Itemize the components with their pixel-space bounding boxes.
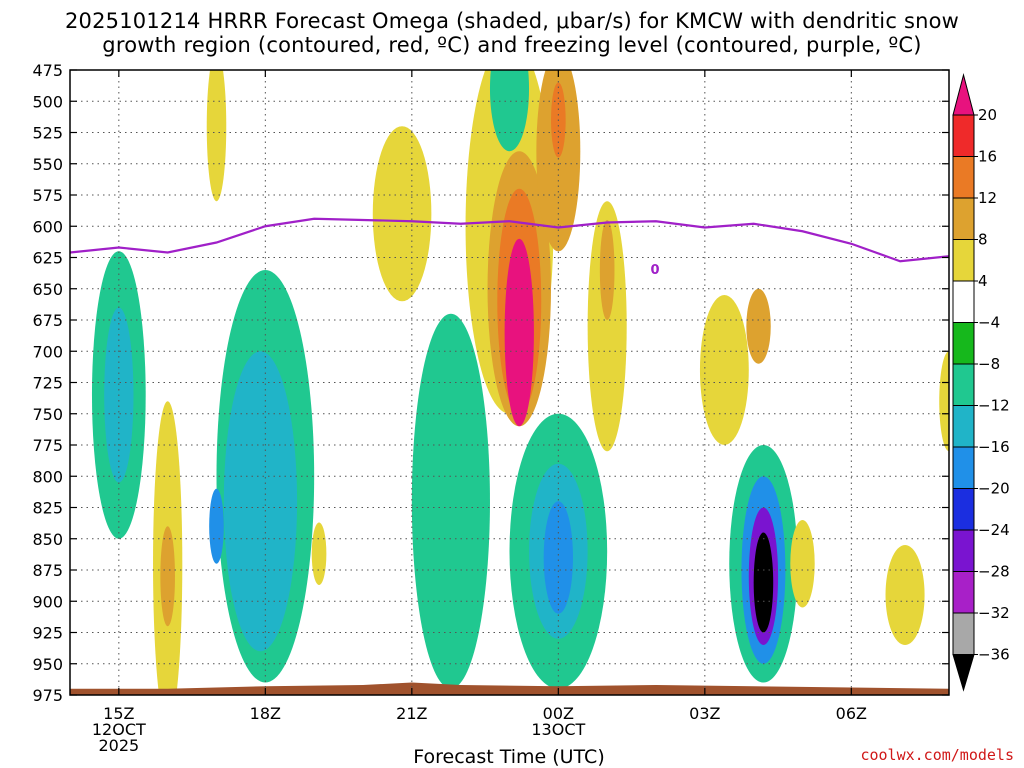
- colorbar-bin: [952, 322, 975, 365]
- colorbar-top-arrow: [952, 73, 975, 116]
- colorbar-bin: [952, 405, 975, 448]
- colorbar-bin: [952, 446, 975, 489]
- colorbar-label: −4: [978, 314, 1000, 332]
- y-tick-label: 850: [32, 530, 63, 549]
- colorbar-label: −8: [978, 355, 1000, 373]
- omega-cell-23: [599, 220, 615, 320]
- colorbar-label: −12: [978, 397, 1010, 415]
- x-tick-label: 00Z: [543, 704, 574, 723]
- chart-title-line-2: growth region (contoured, red, ºC) and f…: [102, 33, 922, 57]
- omega-cell-18: [489, 70, 530, 152]
- omega-cell-21: [543, 501, 573, 614]
- y-tick-label: 650: [32, 280, 63, 299]
- omega-cell-32: [939, 351, 949, 452]
- y-axis: 475 500 525 550 575 600 625 650 675 700 725 750 775 8…: [32, 61, 949, 705]
- x-tick-label: 12OCT: [92, 720, 146, 739]
- colorbar-label: −32: [978, 604, 1010, 622]
- omega-cell-22: [587, 201, 627, 452]
- y-tick-label: 900: [32, 592, 63, 611]
- grid-layer: [70, 70, 949, 695]
- freezing-level-line: [70, 217, 949, 263]
- y-tick-label: 675: [32, 311, 63, 330]
- colorbar-bin: [952, 612, 975, 655]
- omega-cell-25: [746, 288, 771, 364]
- colorbar-label: 12: [978, 189, 997, 207]
- colorbar-label: −24: [978, 521, 1010, 539]
- x-tick-label: 18Z: [250, 704, 281, 723]
- colorbar-bin: [952, 114, 975, 157]
- y-tick-label: 775: [32, 436, 63, 455]
- y-tick-label: 525: [32, 124, 63, 143]
- colorbar-bottom-arrow: [952, 654, 975, 692]
- omega-cell-9: [311, 522, 327, 585]
- y-tick-label: 475: [32, 61, 63, 80]
- credit-link[interactable]: coolwx.com/models: [860, 746, 1014, 764]
- colorbar-label: 16: [978, 148, 997, 166]
- colorbar-label: −20: [978, 480, 1010, 498]
- y-tick-label: 725: [32, 374, 63, 393]
- omega-cell-3: [160, 526, 175, 627]
- y-tick-label: 975: [32, 686, 63, 705]
- omega-cell-31: [885, 545, 925, 645]
- colorbar-bin: [952, 197, 975, 240]
- colorbar-bin: [952, 239, 975, 282]
- omega-cell-15: [504, 238, 534, 427]
- y-tick-label: 550: [32, 155, 63, 174]
- x-tick-label: 03Z: [689, 704, 720, 723]
- colorbar-bin: [952, 280, 975, 323]
- omega-cell-7: [240, 413, 290, 639]
- colorbar-bin: [952, 363, 975, 406]
- y-tick-label: 925: [32, 624, 63, 643]
- y-tick-label: 750: [32, 405, 63, 424]
- omega-cell-29: [753, 532, 774, 633]
- omega-cell-11: [411, 313, 490, 689]
- colorbar-bin: [952, 571, 975, 614]
- omega-cell-16: [536, 70, 581, 252]
- omega-shading-layer: [91, 70, 949, 695]
- x-tick-label: 21Z: [396, 704, 427, 723]
- omega-cell-30: [790, 520, 815, 608]
- colorbar-label: 20: [978, 106, 997, 124]
- y-tick-label: 625: [32, 249, 63, 268]
- colorbar-bin: [952, 529, 975, 572]
- chart-title-line-1: 2025101214 HRRR Forecast Omega (shaded, …: [64, 9, 960, 33]
- y-tick-label: 825: [32, 499, 63, 518]
- colorbar-label: −28: [978, 563, 1010, 581]
- y-tick-label: 575: [32, 186, 63, 205]
- contour-layer: 0: [70, 217, 949, 278]
- colorbar-bin: [952, 488, 975, 531]
- y-tick-label: 950: [32, 655, 63, 674]
- x-tick-label: 15Z: [103, 704, 134, 723]
- y-tick-label: 600: [32, 217, 63, 236]
- x-tick-label: 06Z: [836, 704, 867, 723]
- y-tick-label: 800: [32, 467, 63, 486]
- terrain-area: [70, 682, 949, 695]
- omega-cell-24: [699, 295, 749, 445]
- x-axis-title: Forecast Time (UTC): [413, 746, 604, 768]
- omega-cell-4: [206, 70, 227, 202]
- x-tick-label: 2025: [98, 736, 139, 755]
- colorbar: 20 16 12 8 4 −4 −8 −12 −16 −20 −24 −28 −32 −36: [952, 73, 1010, 692]
- colorbar-label: 4: [978, 272, 988, 290]
- y-tick-label: 700: [32, 342, 63, 361]
- y-tick-label: 500: [32, 92, 63, 111]
- colorbar-label: −36: [978, 646, 1010, 664]
- omega-cell-8: [209, 488, 224, 564]
- x-tick-label: 13OCT: [531, 720, 585, 739]
- colorbar-label: 8: [978, 231, 988, 249]
- freezing-level-label: 0: [650, 263, 659, 278]
- omega-cell-10: [372, 126, 432, 302]
- terrain-layer: [70, 682, 949, 695]
- colorbar-bin: [952, 156, 975, 199]
- y-tick-label: 875: [32, 561, 63, 580]
- colorbar-label: −16: [978, 438, 1010, 456]
